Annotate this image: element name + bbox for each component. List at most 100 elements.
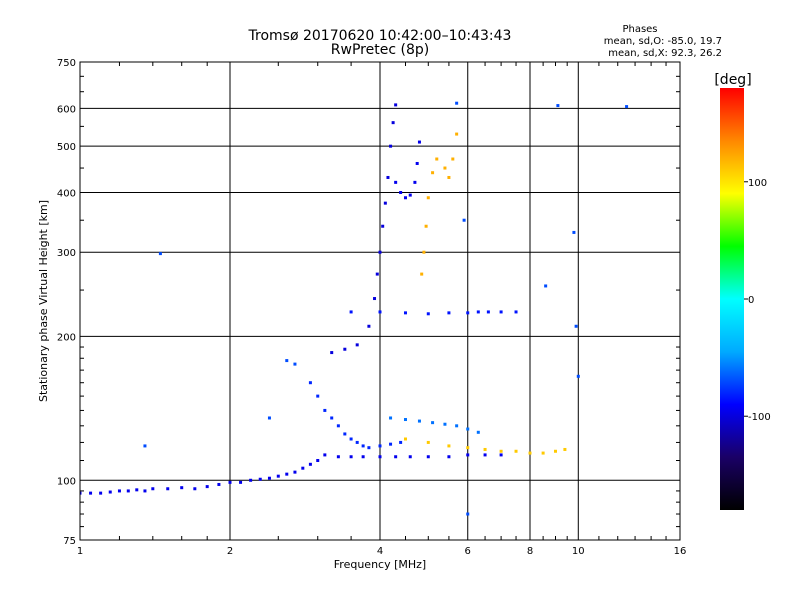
data-point	[563, 447, 567, 451]
data-point	[394, 455, 398, 459]
data-point	[483, 447, 487, 451]
data-point	[391, 121, 395, 125]
data-point	[455, 424, 459, 428]
data-point	[422, 250, 426, 254]
y-tick-label: 500	[57, 142, 76, 153]
stats-heading: Phases	[622, 24, 657, 35]
data-point	[417, 140, 421, 144]
chart-title-line1: Tromsø 20170620 10:42:00–10:43:43	[248, 28, 512, 44]
data-point	[323, 453, 327, 457]
data-point	[293, 362, 297, 366]
data-point	[336, 424, 340, 428]
data-point	[499, 453, 503, 457]
x-tick-label: 2	[227, 546, 233, 557]
data-point	[389, 144, 393, 148]
data-point	[426, 196, 430, 200]
data-point	[143, 489, 147, 493]
data-point	[451, 157, 455, 161]
data-point	[89, 491, 93, 495]
stats-x-mode: mean, sd,X: 92.3, 26.2	[608, 48, 722, 59]
data-point	[373, 297, 377, 301]
data-point	[466, 512, 470, 516]
data-point	[378, 310, 382, 314]
chart-title-line2: RwPretec (8p)	[331, 42, 429, 58]
data-point	[483, 453, 487, 457]
data-point	[499, 449, 503, 453]
x-tick-label: 8	[527, 546, 533, 557]
colorbar-label: [deg]	[714, 72, 751, 88]
data-point	[355, 343, 359, 347]
data-point	[361, 444, 365, 448]
data-point	[166, 487, 170, 491]
y-tick-label: 400	[57, 188, 76, 199]
data-point	[367, 446, 371, 450]
data-point	[476, 430, 480, 434]
data-point	[135, 488, 139, 492]
data-point	[143, 444, 147, 448]
data-point	[514, 449, 518, 453]
data-point	[415, 161, 419, 165]
data-point	[413, 180, 417, 184]
data-point	[276, 474, 280, 478]
data-point	[447, 175, 451, 179]
data-point	[316, 394, 320, 398]
data-points	[80, 101, 629, 516]
data-point	[285, 359, 289, 363]
data-point	[349, 437, 353, 441]
y-axis-ticks: 75 100 200 300 400 500 600 750	[57, 58, 680, 547]
data-point	[378, 250, 382, 254]
data-point	[217, 482, 221, 486]
data-point	[330, 416, 334, 420]
x-tick-label: 6	[465, 546, 471, 557]
x-tick-label: 16	[674, 546, 687, 557]
data-point	[355, 440, 359, 444]
data-point	[349, 310, 353, 314]
data-point	[544, 284, 548, 288]
data-point	[420, 272, 424, 276]
plot-frame	[79, 61, 681, 541]
data-point	[553, 449, 557, 453]
y-tick-label: 750	[57, 58, 76, 69]
x-tick-label: 10	[572, 546, 585, 557]
data-point	[336, 455, 340, 459]
data-point	[383, 201, 387, 205]
stats-o-mode: mean, sd,O: -85.0, 19.7	[604, 36, 722, 47]
data-point	[403, 437, 407, 441]
data-point	[426, 312, 430, 316]
data-point	[330, 351, 334, 355]
data-point	[108, 490, 112, 494]
y-tick-label: 300	[57, 248, 76, 259]
data-point	[455, 101, 459, 105]
data-point	[316, 458, 320, 462]
data-point	[431, 171, 435, 175]
data-point	[308, 381, 312, 385]
data-point	[386, 175, 390, 179]
data-point	[625, 105, 629, 109]
data-point	[151, 487, 155, 491]
x-axis-ticks: 1 2 4 6 8 10 16	[77, 62, 687, 557]
data-point	[267, 476, 271, 480]
phase-colorbar: [deg] 100 0 -100	[714, 72, 771, 510]
data-point	[80, 491, 82, 495]
data-point	[431, 421, 435, 425]
data-point	[399, 190, 403, 194]
data-point	[394, 103, 398, 107]
data-point	[267, 416, 271, 420]
data-point	[378, 455, 382, 459]
data-point	[285, 472, 289, 476]
data-point	[408, 455, 412, 459]
data-point	[343, 432, 347, 436]
data-point	[308, 462, 312, 466]
data-point	[180, 486, 184, 490]
data-point	[443, 166, 447, 170]
y-tick-label: 200	[57, 332, 76, 343]
data-point	[381, 224, 385, 228]
data-point	[126, 489, 130, 493]
data-point	[486, 310, 490, 314]
data-point	[158, 252, 162, 256]
data-point	[323, 408, 327, 412]
data-point	[399, 440, 403, 444]
data-point	[205, 485, 209, 489]
data-point	[466, 311, 470, 315]
